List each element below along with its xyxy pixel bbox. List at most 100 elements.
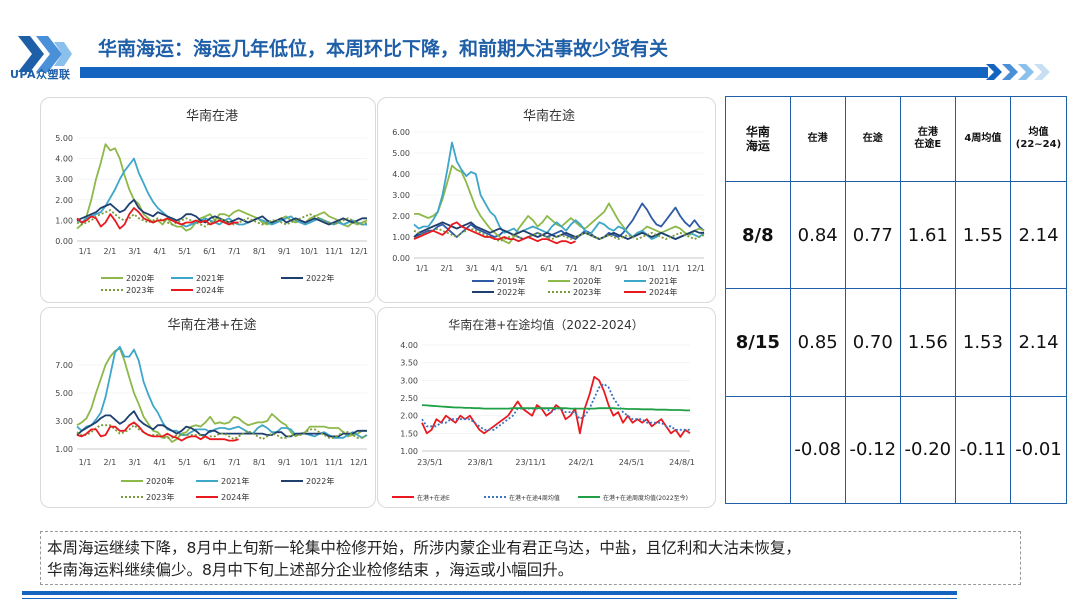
header-cell-4week-avg: 4周均值: [954, 96, 1011, 182]
series-line: [421, 404, 690, 412]
table-row: 8/15 0.85 0.70 1.56 1.53 2.14: [725, 288, 1068, 397]
x-tick-label: 1/1: [79, 458, 92, 467]
table-cell: 0.85: [789, 288, 846, 397]
x-tick-label: 9/1: [278, 247, 291, 256]
table-cell: -0.12: [844, 395, 901, 505]
header-cell-total: 在港 在途E: [899, 96, 956, 182]
series-line: [76, 347, 367, 443]
title-underline: [80, 67, 988, 78]
legend-label: 2023年: [126, 285, 154, 295]
table-cell: 1.61: [899, 180, 956, 290]
x-tick-label: 3/1: [128, 458, 141, 467]
x-tick-label: 7/1: [228, 247, 241, 256]
chart-title: 华南在途: [523, 108, 575, 124]
header-line: 均值: [1028, 127, 1049, 138]
series-line: [421, 375, 691, 438]
x-tick-label: 9/1: [278, 458, 291, 467]
commentary-box: 本周海运继续下降，8月中上旬新一轮集中检修开始，所涉内蒙企业有君正乌达，中盐，且…: [40, 531, 1021, 585]
x-tick-label: 4/1: [490, 264, 503, 273]
x-tick-label: 11/1: [325, 458, 343, 467]
header-line: 在港: [917, 127, 938, 138]
legend-label: 2023年: [573, 287, 601, 297]
x-tick-label: 8/1: [253, 247, 266, 256]
y-tick-label: 4.00: [55, 155, 73, 164]
y-tick-label: 1.00: [55, 445, 73, 454]
legend-label: 在港+在途E: [417, 494, 450, 502]
x-tick-label: 10/1: [637, 264, 655, 273]
y-tick-label: 3.00: [55, 175, 73, 184]
chart-transit: 华南在途 0.00 1.00 2.00 3.00 4.00 5.00 6.00 1/1 2/1 3/…: [392, 108, 705, 297]
y-tick-label: 3.00: [392, 191, 410, 200]
y-tick-label: 7.00: [55, 361, 73, 370]
x-tick-label: 23/8/1: [468, 458, 494, 467]
y-tick-label: 5.00: [55, 389, 73, 398]
series-line: [413, 227, 705, 243]
row-label: 8/15: [725, 288, 791, 397]
x-tick-label: 9/1: [615, 264, 628, 273]
legend-label: 2024年: [196, 285, 224, 295]
x-tick-label: 7/1: [565, 264, 578, 273]
logo-text: UPA众塑联: [10, 68, 71, 81]
y-tick-label: 4.00: [400, 341, 418, 350]
y-tick-label: 5.00: [55, 134, 73, 143]
footer-line: [22, 598, 957, 599]
legend-label: 2024年: [649, 287, 677, 297]
y-tick-label: 5.00: [392, 149, 410, 158]
x-tick-label: 1/1: [416, 264, 429, 273]
series-line: [76, 157, 367, 228]
header-cell-avg-22-24: 均值 (22~24): [1009, 96, 1068, 182]
series-line: [76, 424, 368, 441]
legend-label: 2024年: [221, 492, 249, 502]
legend-label: 2020年: [573, 276, 601, 286]
upa-logo: [18, 36, 72, 72]
table-cell: 0.77: [844, 180, 901, 290]
y-tick-label: 1.00: [400, 447, 418, 456]
legend-label: 2021年: [649, 276, 677, 286]
chart-title: 华南在港: [186, 108, 238, 124]
table-cell: 1.55: [954, 180, 1011, 290]
table-cell: 1.56: [899, 288, 956, 397]
y-tick-label: 4.00: [392, 170, 410, 179]
y-tick-label: 1.00: [392, 233, 410, 242]
series-line: [413, 141, 705, 241]
x-tick-label: 1/1: [79, 247, 92, 256]
y-tick-label: 6.00: [392, 128, 410, 137]
y-tick-label: 3.00: [55, 417, 73, 426]
x-tick-label: 6/1: [540, 264, 553, 273]
table-cell: -0.20: [899, 395, 956, 505]
x-tick-label: 5/1: [178, 458, 191, 467]
table-header-row: 华南 海运 在港 在途 在港 在途E 4周均值 均值 (22~24): [725, 96, 1068, 182]
table-cell: 0.70: [844, 288, 901, 397]
legend-label: 2022年: [306, 273, 334, 283]
header-cell-region: 华南 海运: [725, 96, 791, 182]
legend-label: 2022年: [306, 476, 334, 486]
footer-bar: [22, 591, 957, 595]
x-tick-label: 11/1: [325, 247, 343, 256]
legend-label: 在港+在途4周均值: [509, 494, 560, 502]
x-tick-label: 12/1: [350, 458, 368, 467]
table-row: -0.08 -0.12 -0.20 -0.11 -0.01: [725, 395, 1068, 505]
chart-port: 华南在港 0.00 1.00 2.00 3.00 4.00 5.00 1/1 2/1 3/1 4/1…: [55, 108, 368, 295]
x-tick-label: 24/5/1: [619, 458, 645, 467]
header-line: 在途E: [914, 139, 942, 150]
x-tick-label: 24/2/1: [568, 458, 594, 467]
x-tick-label: 6/1: [203, 458, 216, 467]
row-label: [725, 395, 791, 505]
legend-label: 2019年: [497, 276, 525, 286]
series-line: [76, 209, 368, 228]
chart-average: 华南在港+在途均值（2022-2024） 1.00 1.50 2.00 2.50 3.00…: [392, 317, 695, 502]
legend-label: 2021年: [221, 476, 249, 486]
table-cell: 2.14: [1009, 288, 1068, 397]
header-cell-transit: 在途: [844, 96, 901, 182]
y-tick-label: 1.50: [400, 429, 418, 438]
table-cell: 0.84: [789, 180, 846, 290]
legend-label: 2020年: [146, 476, 174, 486]
y-tick-label: 2.00: [400, 412, 418, 421]
chart-panel-average: 华南在港+在途均值（2022-2024） 1.00 1.50 2.00 2.50 3.00…: [377, 307, 716, 508]
table-cell: -0.01: [1009, 395, 1068, 505]
y-tick-label: 1.00: [55, 216, 73, 225]
table-cell: -0.08: [789, 395, 846, 505]
x-tick-label: 5/1: [515, 264, 528, 273]
legend-label: 2021年: [196, 273, 224, 283]
x-tick-label: 23/5/1: [417, 458, 443, 467]
